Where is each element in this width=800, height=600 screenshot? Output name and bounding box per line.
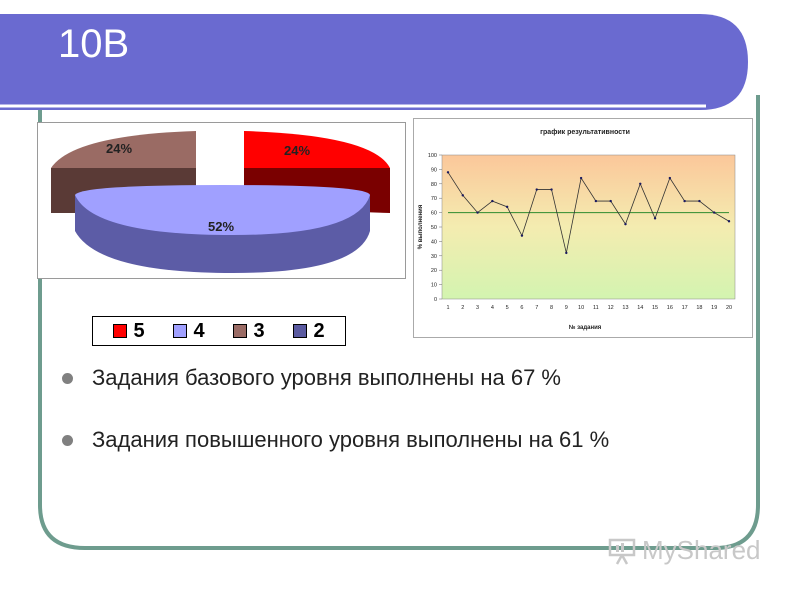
legend-item: 3 <box>233 319 265 343</box>
x-axis: 1 2 3 4 5 6 7 8 9 10 11 12 13 14 15 16 17 18 19 20 <box>446 305 732 311</box>
y-tick-label: 20 <box>431 268 437 274</box>
x-tick-label: 17 <box>682 305 688 311</box>
legend-swatch <box>293 324 308 338</box>
y-tick-label: 10 <box>431 283 437 289</box>
x-tick-label: 4 <box>491 305 494 311</box>
y-tick-label: 30 <box>431 254 437 260</box>
data-point <box>668 176 672 180</box>
bullet-list: Задания базового уровня выполнены на 67 … <box>62 365 762 489</box>
data-point <box>476 211 479 214</box>
pie-legend: 5 4 3 2 <box>92 316 346 346</box>
bullet-dot <box>62 435 73 446</box>
legend-label: 3 <box>253 319 265 342</box>
watermark: MyShared <box>608 535 761 566</box>
bullet-dot <box>62 373 73 384</box>
data-point <box>727 220 731 223</box>
y-tick-label: 60 <box>431 211 437 217</box>
data-point <box>565 251 568 255</box>
data-point <box>505 205 509 209</box>
x-tick-label: 5 <box>506 305 509 311</box>
line-chart: график результативности 0 10 20 30 40 50 60 70 8… <box>418 129 736 331</box>
y-tick-label: 90 <box>431 167 437 173</box>
legend-swatch <box>113 324 128 338</box>
x-tick-label: 2 <box>461 305 464 311</box>
slide-title: 10В <box>58 22 130 66</box>
data-point <box>579 176 583 180</box>
x-axis-label: № задания <box>569 324 602 331</box>
x-tick-label: 13 <box>622 305 628 311</box>
legend-swatch <box>233 324 248 338</box>
series-points <box>446 171 731 255</box>
x-tick-label: 1 <box>446 305 449 311</box>
data-point <box>683 199 686 203</box>
x-tick-label: 6 <box>520 305 523 311</box>
slice-3-top <box>51 131 196 168</box>
data-point <box>594 199 598 203</box>
y-tick-label: 50 <box>431 225 437 231</box>
slice-4-group: 52% <box>75 185 370 273</box>
data-point <box>520 234 524 237</box>
x-tick-label: 9 <box>565 305 568 311</box>
data-point <box>446 171 450 174</box>
slice-5-top <box>244 131 390 168</box>
y-tick-label: 100 <box>428 153 437 159</box>
x-tick-label: 12 <box>608 305 614 311</box>
data-point <box>624 222 627 226</box>
x-tick-label: 3 <box>476 305 479 311</box>
y-tick-label: 0 <box>434 297 437 303</box>
data-point <box>653 217 657 220</box>
x-tick-label: 14 <box>637 305 643 311</box>
watermark-text: MyShared <box>642 535 761 565</box>
legend-label: 5 <box>133 319 145 342</box>
legend-label: 4 <box>193 319 205 342</box>
x-tick-label: 20 <box>726 305 732 311</box>
data-point <box>713 211 716 214</box>
data-point <box>491 199 494 203</box>
pie-chart: 24% 24% 52% <box>51 131 390 273</box>
data-point <box>550 188 553 191</box>
x-tick-label: 19 <box>711 305 717 311</box>
bullet-text: Задания повышенного уровня выполнены на … <box>92 427 610 452</box>
line-chart-panel: график результативности 0 10 20 30 40 50 60 70 8… <box>413 118 753 338</box>
legend-swatch <box>173 324 188 338</box>
y-tick-label: 80 <box>431 182 437 188</box>
data-point <box>698 199 701 203</box>
legend-label: 2 <box>313 319 325 342</box>
slice-4-top <box>75 185 370 235</box>
y-tick-label: 40 <box>431 239 437 245</box>
slice-5-label: 24% <box>284 143 310 158</box>
x-tick-label: 8 <box>550 305 553 311</box>
data-point <box>609 199 612 203</box>
series-line <box>447 172 730 254</box>
x-tick-label: 10 <box>578 305 584 311</box>
presentation-icon <box>608 538 636 565</box>
slice-3-label: 24% <box>106 141 132 156</box>
content-frame <box>38 95 760 550</box>
x-tick-label: 18 <box>696 305 702 311</box>
plot-area <box>441 154 736 300</box>
y-tick-label: 70 <box>431 196 437 202</box>
bullet-item: Задания базового уровня выполнены на 67 … <box>62 365 762 391</box>
y-axis-label: % выполнения <box>418 204 424 249</box>
legend-item: 5 <box>113 319 145 343</box>
x-tick-label: 15 <box>652 305 658 311</box>
legend-item: 4 <box>173 319 205 343</box>
legend-item: 2 <box>293 319 325 343</box>
x-tick-label: 11 <box>593 305 599 311</box>
x-tick-label: 16 <box>667 305 673 311</box>
pie-chart-panel: 24% 24% 52% <box>37 122 406 279</box>
bullet-item: Задания повышенного уровня выполнены на … <box>62 427 762 453</box>
y-axis: 0 10 20 30 40 50 60 70 80 90 100 <box>428 153 442 303</box>
bullet-text: Задания базового уровня выполнены на 67 … <box>92 365 561 390</box>
data-point <box>461 194 464 197</box>
x-tick-label: 7 <box>535 305 538 311</box>
title-band <box>0 14 748 110</box>
slice-4-label: 52% <box>208 219 234 234</box>
data-point <box>535 188 538 191</box>
chart-title: график результативности <box>540 129 630 136</box>
data-point <box>639 182 642 185</box>
